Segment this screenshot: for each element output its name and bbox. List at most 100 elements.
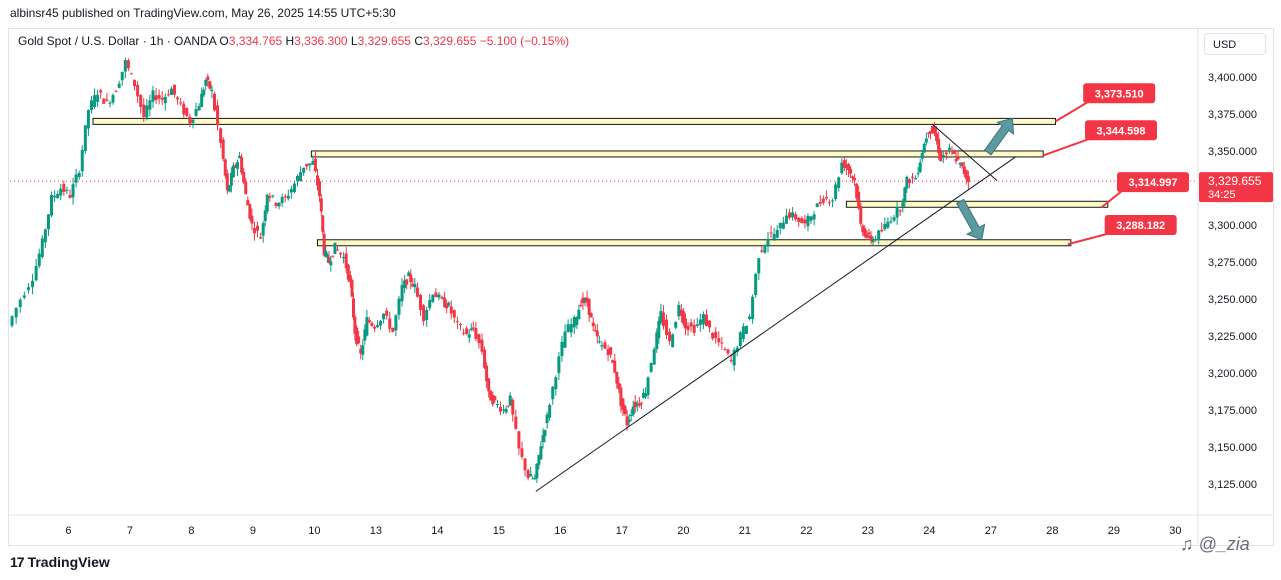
candle-body: [447, 302, 451, 306]
candle-body: [928, 130, 932, 134]
candle-body: [551, 386, 555, 400]
candle-body: [857, 191, 861, 209]
candle-body: [176, 97, 180, 100]
candle-body: [763, 245, 767, 253]
candle-body: [916, 172, 920, 174]
candle-body: [259, 237, 263, 239]
candle-body: [889, 221, 893, 223]
candle-body: [855, 183, 859, 199]
candle-body: [346, 264, 350, 280]
candle-body: [191, 119, 195, 123]
candle-body: [695, 324, 699, 326]
legend-high-value: 3,336.300: [294, 34, 348, 48]
x-tick-label: 24: [923, 525, 935, 537]
x-tick-label: 6: [65, 525, 71, 537]
arrow-shape: [956, 198, 986, 241]
candle-body: [308, 163, 312, 166]
candle-body: [136, 84, 140, 97]
candle-body: [148, 100, 152, 110]
candle-body: [738, 332, 742, 346]
candle-body: [735, 347, 739, 352]
candle-body: [834, 184, 838, 200]
candle-body: [644, 393, 647, 397]
candle-body: [407, 272, 411, 277]
candle-body: [322, 233, 326, 256]
x-tick-label: 17: [616, 525, 628, 537]
candle-body: [657, 320, 661, 339]
candle-body: [182, 103, 186, 115]
candle-body: [22, 295, 26, 298]
candle-body: [615, 371, 619, 384]
y-tick-label: 3,375.000: [1208, 109, 1257, 121]
price-tag: [1104, 215, 1177, 235]
candle-body: [111, 95, 115, 103]
candle-body: [803, 219, 807, 224]
candle-body: [242, 172, 246, 183]
candle-body: [280, 197, 284, 203]
price-tag-pointer: [1067, 232, 1111, 246]
candle-body: [316, 175, 319, 186]
x-tick-label: 14: [431, 525, 443, 537]
x-tick-label: 16: [554, 525, 566, 537]
candle-body: [331, 255, 335, 257]
candle-body: [329, 261, 333, 266]
candle-body: [944, 152, 948, 155]
price-tag: [1085, 120, 1158, 141]
candle-body: [905, 176, 909, 189]
candle-body: [874, 238, 878, 240]
candle-body: [194, 109, 198, 116]
candle-body: [591, 322, 595, 327]
candle-body: [844, 165, 848, 168]
candle-body: [849, 168, 852, 174]
candle-body: [867, 232, 871, 234]
candle-body: [933, 127, 937, 134]
currency-button[interactable]: USD: [1204, 33, 1266, 55]
candle-body: [311, 161, 315, 165]
y-tick-label: 3,250.000: [1208, 294, 1257, 306]
candle-body: [698, 319, 702, 326]
legend-close-value: 3,329.655: [423, 34, 477, 48]
candle-body: [853, 177, 857, 181]
candle-body: [629, 414, 633, 416]
candle-body: [208, 81, 212, 89]
candle-body: [827, 202, 831, 204]
candle-body: [631, 406, 635, 415]
candle-body: [455, 321, 459, 323]
candle-body: [846, 164, 850, 170]
candle-body: [319, 198, 323, 212]
candle-body: [129, 73, 133, 75]
candle-body: [751, 296, 755, 320]
candle-body: [543, 430, 547, 436]
candle-body: [539, 446, 543, 460]
candle-body: [394, 315, 398, 331]
candle-body: [535, 463, 539, 479]
candle-body: [809, 216, 813, 221]
candle-body: [160, 97, 164, 100]
x-tick-label: 29: [1108, 525, 1120, 537]
candle-body: [367, 319, 371, 323]
candle-body: [508, 395, 512, 406]
candle-body: [511, 399, 515, 415]
candle-body: [681, 311, 685, 324]
candle-body: [375, 325, 379, 328]
candle-body: [397, 298, 401, 315]
candle-body: [114, 91, 118, 93]
legend-low-label: L: [350, 34, 358, 48]
candle-body: [689, 322, 693, 327]
candle-body: [815, 203, 819, 208]
legend-open-value: 3,334.765: [228, 34, 283, 48]
candle-body: [794, 214, 798, 220]
candle-body: [327, 257, 331, 263]
candle-body: [302, 167, 306, 173]
candle-body: [234, 165, 237, 167]
candle-body: [683, 318, 687, 329]
arrow-up-icon: [983, 117, 1015, 156]
candle-body: [964, 170, 968, 179]
candle-body: [350, 280, 354, 297]
candle-body: [458, 324, 462, 326]
candle-body: [474, 328, 478, 339]
candle-body: [415, 287, 419, 297]
candle-body: [163, 96, 167, 104]
tradingview-logo[interactable]: 17 TradingView: [10, 554, 110, 570]
